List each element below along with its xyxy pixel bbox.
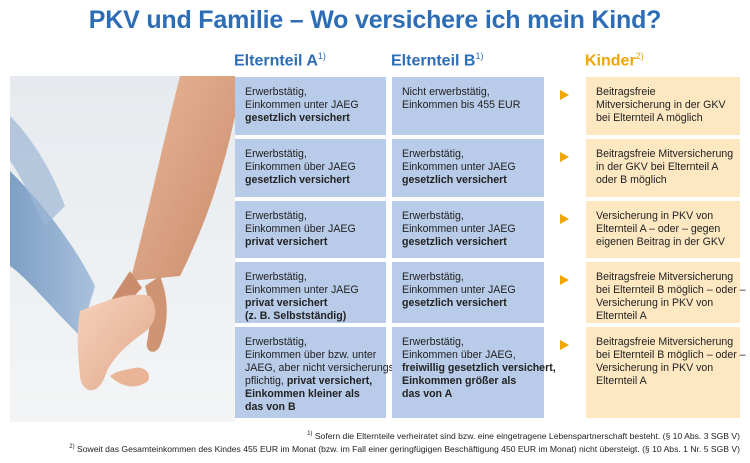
cell-line: Erwerbstätig, [402, 336, 464, 348]
cell-line: Versicherung in PKV von [596, 210, 714, 222]
cell-line: gesetzlich versichert [402, 297, 507, 309]
cell-line: Elternteil A [596, 375, 647, 387]
cell-line: pflichtig, privat versichert, [245, 375, 373, 387]
page-title: PKV und Familie – Wo versichere ich mein… [88, 6, 662, 34]
cell-line: Erwerbstätig, [245, 148, 307, 160]
cell-line: gesetzlich versichert [245, 174, 350, 186]
triangle-right-icon [560, 214, 569, 224]
cell-line: Einkommen unter JAEG [402, 223, 516, 235]
cell-line: das von A [402, 388, 453, 400]
cell-line: Erwerbstätig, [245, 336, 307, 348]
cell-line: Erwerbstätig, [245, 271, 307, 283]
cell-row-5-kinder: Beitragsfreie Mitversicherung bei Elternt… [586, 327, 746, 418]
cell-line: Erwerbstätig, [402, 271, 464, 283]
cell-line: Einkommen über JAEG [245, 161, 356, 173]
cell-line: freiwillig gesetzlich versichert, [402, 362, 556, 374]
cell-line: Beitragsfreie [596, 86, 656, 98]
cell-line: privat versichert [245, 297, 328, 309]
cell-line: Nicht erwerbstätig, [402, 86, 490, 98]
triangle-right-icon [560, 275, 569, 285]
cell-line: Einkommen über JAEG, [402, 349, 516, 361]
cell-line: bei Elternteil B möglich – oder – [596, 349, 746, 361]
cell-row-3-elternteil-a: Erwerbstätig, Einkommen über JAEG privat v… [235, 201, 386, 258]
triangle-right-icon [560, 152, 569, 162]
cell-line: das von B [245, 401, 296, 413]
cell-row-1-elternteil-b: Nicht erwerbstätig, Einkommen bis 455 EUR [392, 77, 544, 135]
cell-row-2-elternteil-a: Erwerbstätig, Einkommen über JAEG gesetzli… [235, 139, 386, 197]
cell-line: eigenen Beitrag in der GKV [596, 236, 725, 248]
header-elternteil-a: Elternteil A1) [234, 51, 326, 70]
cell-line: Elternteil A – oder – gegen [596, 223, 721, 235]
cell-row-5-elternteil-b: Erwerbstätig, Einkommen über JAEG, freiwil… [392, 327, 556, 418]
cell-line: Einkommen über JAEG [245, 223, 356, 235]
cell-row-1-elternteil-a: Erwerbstätig, Einkommen unter JAEG gesetzl… [235, 77, 386, 135]
cell-row-2-kinder: Beitragsfreie Mitversicherung in der GKV … [586, 139, 740, 197]
cell-row-4-elternteil-a: Erwerbstätig, Einkommen unter JAEG privat … [235, 262, 386, 323]
cell-line: bei Elternteil A möglich [596, 112, 703, 124]
cell-line: Beitragsfreie Mitversicherung [596, 336, 734, 348]
cell-line: privat versichert [245, 236, 328, 248]
cell-line: Elternteil A [596, 310, 647, 322]
cell-row-3-elternteil-b: Erwerbstätig, Einkommen unter JAEG gesetzl… [392, 201, 544, 258]
cell-line: Erwerbstätig, [245, 210, 307, 222]
cell-line: Erwerbstätig, [245, 86, 307, 98]
cell-line: Einkommen kleiner als [245, 388, 360, 400]
cell-row-5-elternteil-a: Erwerbstätig, Einkommen über bzw. unter JA… [235, 327, 398, 418]
cell-line: Erwerbstätig, [402, 210, 464, 222]
cell-line: bei Elternteil B möglich – oder – [596, 284, 746, 296]
cell-line: JAEG, aber nicht versicherungs- [245, 362, 398, 374]
footnote-2: 2) Soweit das Gesamteinkommen des Kindes… [69, 443, 740, 454]
cell-row-3-kinder: Versicherung in PKV von Elternteil A – od… [586, 201, 740, 258]
cell-line: Versicherung in PKV von [596, 362, 714, 374]
cell-line: oder B möglich [596, 174, 667, 186]
header-elternteil-b: Elternteil B1) [391, 51, 484, 70]
cell-line: Einkommen größer als [402, 375, 517, 387]
cell-line: Beitragsfreie Mitversicherung [596, 148, 734, 160]
cell-line: Beitragsfreie Mitversicherung [596, 271, 734, 283]
cell-line: (z. B. Selbstständig) [245, 310, 347, 322]
cell-line: Einkommen über bzw. unter [245, 349, 377, 361]
cell-line: Einkommen unter JAEG [245, 99, 359, 111]
cell-row-2-elternteil-b: Erwerbstätig, Einkommen unter JAEG gesetzl… [392, 139, 544, 197]
cell-line: Mitversicherung in der GKV [596, 99, 726, 111]
cell-line: in der GKV bei Elternteil A [596, 161, 719, 173]
cell-line: gesetzlich versichert [245, 112, 350, 124]
cell-line: Einkommen unter JAEG [245, 284, 359, 296]
cell-row-4-elternteil-b: Erwerbstätig, Einkommen unter JAEG gesetzl… [392, 262, 544, 323]
footnote-1: 1) Sofern die Elternteile verheiratet si… [307, 430, 740, 441]
cell-line: Einkommen unter JAEG [402, 284, 516, 296]
cell-line: gesetzlich versichert [402, 236, 507, 248]
cell-row-4-kinder: Beitragsfreie Mitversicherung bei Elternt… [586, 262, 746, 323]
cell-line: Einkommen unter JAEG [402, 161, 516, 173]
header-kinder: Kinder2) [585, 51, 644, 70]
triangle-right-icon [560, 340, 569, 350]
cell-line: Einkommen bis 455 EUR [402, 99, 521, 111]
cell-row-1-kinder: Beitragsfreie Mitversicherung in der GKV b… [586, 77, 740, 135]
triangle-right-icon [560, 90, 569, 100]
cell-line: Versicherung in PKV von [596, 297, 714, 309]
hand-holding-photo [10, 76, 235, 422]
cell-line: Erwerbstätig, [402, 148, 464, 160]
cell-line: gesetzlich versichert [402, 174, 507, 186]
